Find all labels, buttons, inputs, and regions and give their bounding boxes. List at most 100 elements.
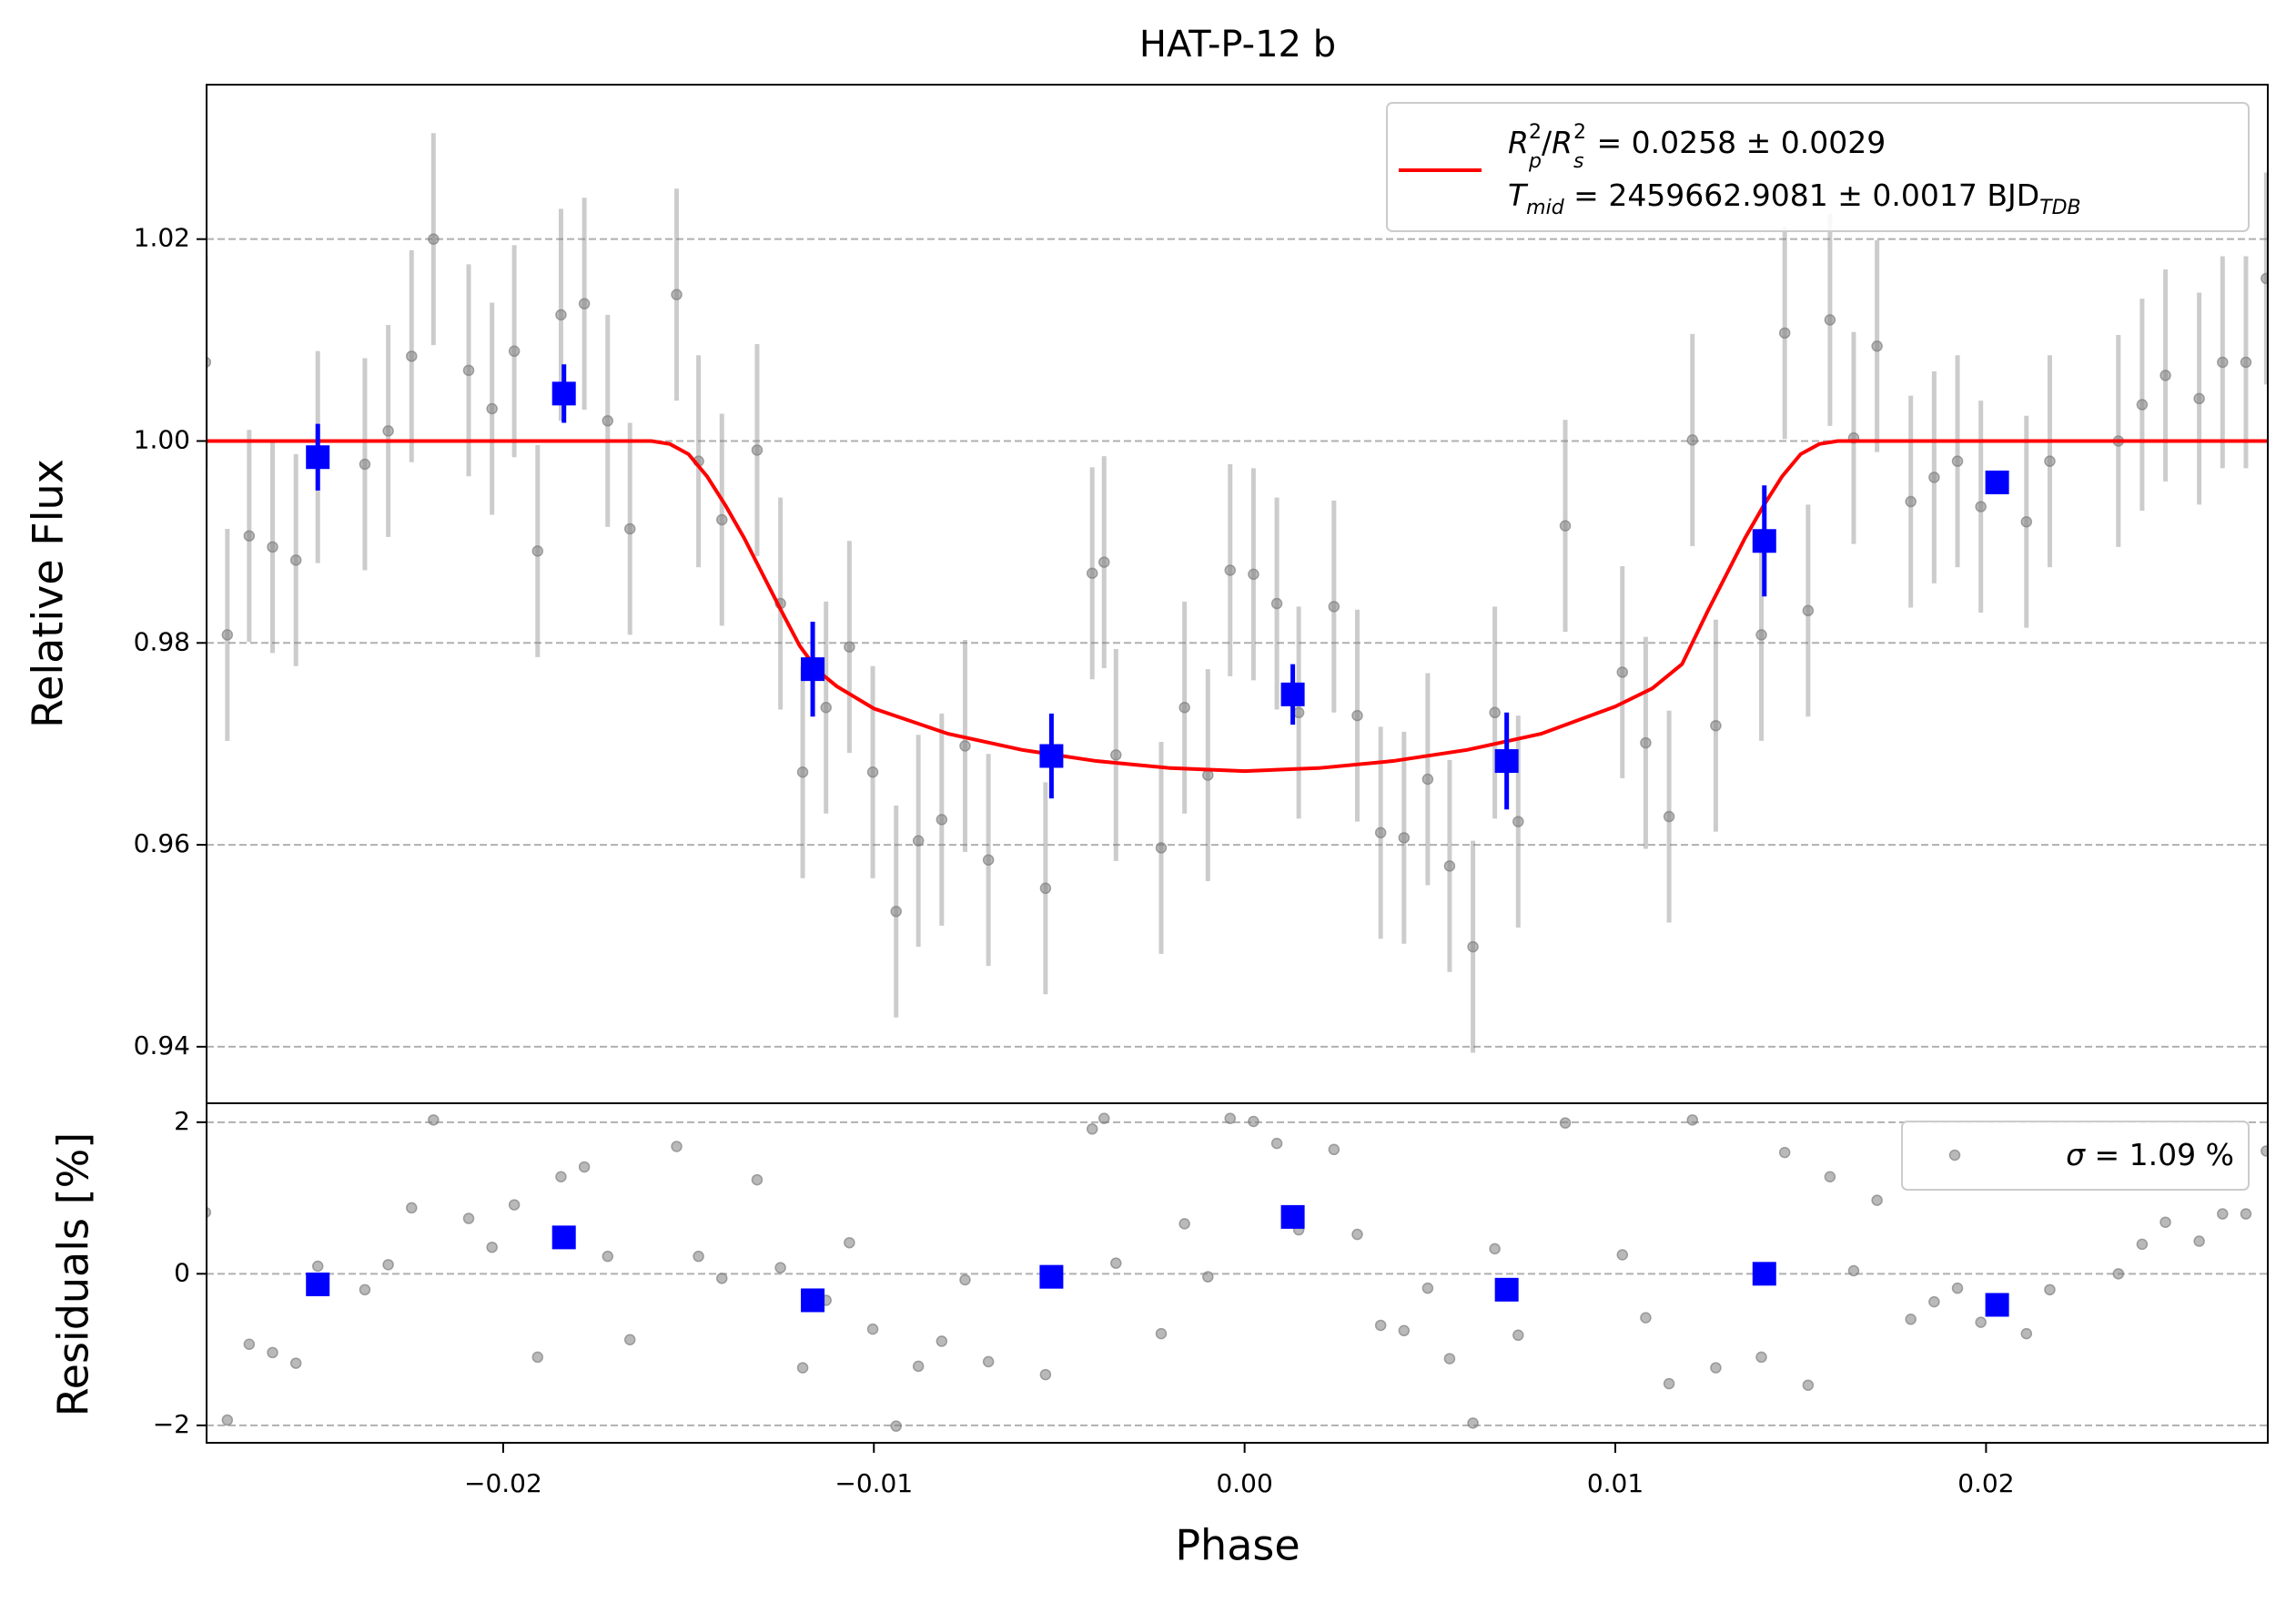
legend-label: Tmid = 2459662.9081 ± 0.0017 BJDTDB <box>1508 178 2081 219</box>
data-point <box>289 1357 302 1369</box>
data-point <box>912 1360 925 1373</box>
data-point <box>1421 1282 1434 1294</box>
data-point <box>1975 501 1987 512</box>
binned-point <box>1039 1264 1064 1289</box>
data-point <box>406 350 418 362</box>
data-point <box>2240 1208 2252 1220</box>
x-axis-label: Phase <box>1175 1521 1300 1570</box>
data-point <box>866 1323 879 1335</box>
binned-point <box>1985 1293 2009 1317</box>
binned-point <box>306 445 330 470</box>
data-point <box>1686 434 1699 446</box>
data-point <box>2136 399 2149 411</box>
data-point <box>1824 314 1836 326</box>
y-tick-label: 0.98 <box>134 626 190 656</box>
legend-text: mid <box>1526 197 1565 219</box>
data-point <box>1489 706 1501 719</box>
binned-point <box>1280 1204 1305 1229</box>
data-point <box>890 906 902 918</box>
data-point <box>1351 1228 1363 1241</box>
data-point <box>1292 706 1305 719</box>
data-point <box>820 702 832 714</box>
binned-point <box>551 381 576 406</box>
data-point <box>221 629 234 641</box>
data-point <box>1398 1324 1411 1337</box>
legend-text: = 1.09 % <box>2085 1137 2234 1172</box>
legend-text: σ <box>2066 1137 2086 1172</box>
legend-text: s <box>1573 150 1583 173</box>
legend-label: σ = 1.09 % <box>2066 1137 2234 1172</box>
data-point <box>1871 1194 1883 1206</box>
binned-point <box>1494 1277 1519 1302</box>
x-tick-label: 0.00 <box>1216 1468 1272 1498</box>
y-tick-label: 1.02 <box>134 223 190 253</box>
plot-frame <box>206 1102 2269 1444</box>
data-point <box>1616 666 1629 678</box>
data-point <box>716 513 728 526</box>
data-point <box>243 1338 256 1351</box>
x-tick-label: −0.01 <box>834 1468 913 1498</box>
legend-text: = 0.0258 ± 0.0029 <box>1587 125 1886 160</box>
data-point <box>406 1202 418 1214</box>
data-point <box>1755 629 1767 641</box>
data-point <box>1155 842 1168 854</box>
data-point <box>1975 1316 1987 1328</box>
legend-box <box>1386 102 2250 232</box>
legend-label: Rp2/Rs2 = 0.0258 ± 0.0029 <box>1508 121 1886 173</box>
data-point <box>1802 1379 1815 1391</box>
data-point <box>959 1273 971 1286</box>
data-point <box>1559 520 1572 532</box>
data-point <box>1110 1257 1122 1269</box>
data-point <box>359 1283 371 1296</box>
y-tick-label: 0.94 <box>134 1030 190 1060</box>
data-point <box>1224 1112 1237 1124</box>
legend-text: = 2459662.9081 ± 0.0017 BJD <box>1564 178 2039 213</box>
y-tick-label: 2 <box>174 1106 190 1136</box>
data-point <box>1248 568 1259 581</box>
data-point <box>1328 1143 1340 1156</box>
data-point <box>1824 1171 1836 1183</box>
data-point <box>1512 1329 1524 1342</box>
legend-text: 2 <box>1573 121 1586 144</box>
data-point <box>1871 340 1883 352</box>
data-point <box>1847 1264 1860 1277</box>
binned-point <box>551 1225 576 1250</box>
data-point <box>1951 455 1964 467</box>
data-point <box>1640 736 1652 749</box>
data-point <box>243 530 256 542</box>
data-point <box>1663 810 1675 823</box>
legend-text: / <box>1542 125 1553 160</box>
binned-point <box>1752 529 1776 553</box>
legend-text: p <box>1528 150 1542 173</box>
legend-box <box>1901 1121 2250 1191</box>
data-point <box>751 444 764 456</box>
data-point <box>2112 1268 2125 1280</box>
data-point <box>2193 392 2205 405</box>
data-point <box>2020 515 2033 528</box>
binned-point <box>1039 744 1064 768</box>
data-point <box>1270 1137 1283 1150</box>
binned-point <box>801 657 825 682</box>
data-point <box>531 545 544 557</box>
data-point <box>1155 1327 1168 1340</box>
data-point <box>207 356 212 369</box>
data-point <box>1905 1314 1917 1325</box>
data-point <box>1248 1115 1259 1128</box>
y-tick-label: 0 <box>174 1257 190 1287</box>
data-point <box>1421 773 1434 786</box>
data-point <box>866 766 879 778</box>
data-point <box>1467 940 1479 953</box>
legend-swatch <box>1948 1149 1961 1162</box>
data-point <box>1443 860 1456 872</box>
data-point <box>1802 604 1815 617</box>
binned-point <box>1985 470 2009 494</box>
data-point <box>1086 567 1098 580</box>
data-point <box>1374 1319 1387 1332</box>
data-point <box>1224 564 1237 576</box>
data-point <box>508 345 521 358</box>
model-line <box>207 439 2268 774</box>
data-point <box>2159 370 2171 381</box>
data-point <box>1374 827 1387 839</box>
data-point <box>462 1212 475 1224</box>
data-point <box>1489 1243 1501 1255</box>
